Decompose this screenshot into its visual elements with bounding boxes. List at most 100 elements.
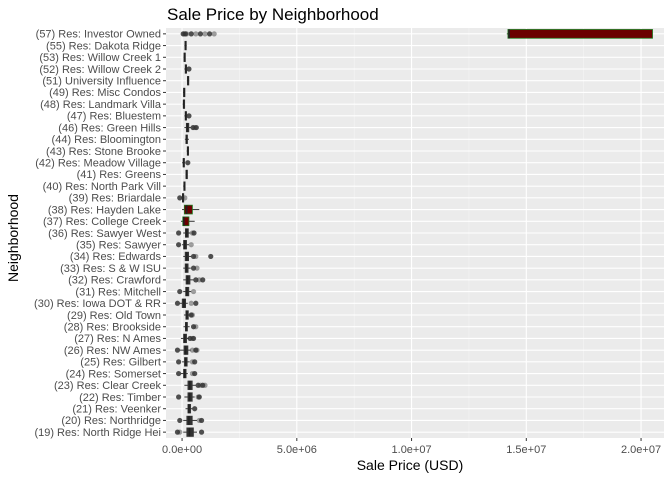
x-axis-title: Sale Price (USD): [357, 457, 464, 473]
box-outlier-point: [193, 300, 199, 306]
y-tick-label: (19) Res: North Ridge Hei: [34, 427, 161, 439]
box-outlier-point: [194, 265, 200, 271]
y-tick-label: (41) Res: Greens: [77, 169, 162, 181]
y-tick-label: (44) Res: Bloomington: [52, 134, 161, 146]
box-outlier-point: [190, 253, 197, 260]
box-outlier-point: [176, 230, 182, 236]
box-outlier-point: [189, 312, 195, 318]
y-tick-label: (40) Res: North Park Vill: [43, 181, 161, 193]
box-outlier-point: [182, 195, 188, 201]
y-tick-label: (51) University Influence: [42, 76, 161, 88]
box-outlier-point: [200, 382, 206, 388]
y-tick-label: (22) Res: Timber: [79, 392, 161, 404]
y-tick-label: (31) Res: Mitchell: [75, 286, 161, 298]
x-axis: 0.0e+00 5.0e+06 1.0e+07 1.5e+07 2.0e+07: [162, 438, 661, 456]
box-outlier-point: [174, 347, 181, 353]
y-tick-label: (34) Res: Edwards: [70, 251, 162, 263]
box-group: [185, 169, 188, 180]
box-outlier-point: [185, 160, 191, 166]
box-outlier-point: [207, 31, 213, 37]
x-tick-label: 2.0e+07: [621, 444, 661, 456]
box-outlier-point: [176, 242, 182, 248]
box-outlier-point: [191, 230, 197, 236]
boxplot-marks: [174, 29, 653, 437]
box-outlier-point: [193, 277, 199, 283]
box-group: [184, 380, 208, 390]
box-group: [174, 427, 205, 437]
box-outlier-point: [177, 417, 183, 424]
box-group: [177, 415, 205, 426]
box-group: [185, 404, 198, 414]
y-tick-label: (52) Res: Willow Creek 2: [39, 64, 161, 76]
box-group: [182, 204, 200, 215]
box-outlier-point: [188, 242, 194, 248]
box-group: [177, 286, 197, 297]
grid-lines: [166, 28, 664, 438]
box-outlier-point: [190, 265, 197, 271]
box-group: [183, 52, 186, 62]
box-group: [174, 345, 200, 355]
y-tick-label: (25) Res: Gilbert: [80, 357, 161, 369]
box-group: [186, 146, 189, 156]
box-group: [183, 322, 199, 332]
y-tick-label: (33) Res: S & W ISU: [60, 263, 161, 275]
box-outlier-point: [202, 382, 208, 388]
box-outlier-point: [197, 31, 204, 37]
box-outlier-point: [176, 359, 182, 365]
chart-title: Sale Price by Neighborhood: [167, 5, 379, 24]
y-tick-label: (49) Res: Misc Condos: [49, 87, 161, 99]
box-outlier-point: [188, 300, 194, 306]
y-tick-label: (35) Res: Sawyer: [76, 240, 161, 252]
box-group: [182, 158, 191, 168]
box-group: [177, 193, 188, 203]
y-tick-label: (36) Res: Sawyer West: [48, 228, 161, 240]
box-outlier-point: [194, 347, 200, 353]
box-group: [180, 216, 195, 227]
y-tick-label: (38) Res: Hayden Lake: [48, 204, 161, 216]
box-group: [176, 392, 202, 402]
box-outlier-point: [193, 347, 199, 353]
box-group: [184, 122, 199, 133]
y-tick-label: (21) Res: Veenker: [72, 404, 161, 416]
y-tick-label: (39) Res: Briardale: [69, 193, 161, 205]
box-group: [180, 29, 653, 39]
box-outlier-point: [182, 31, 189, 37]
y-tick-label: (29) Res: Old Town: [67, 310, 161, 322]
box-group: [176, 240, 194, 250]
box-outlier-point: [198, 417, 205, 424]
box-outlier-point: [188, 31, 194, 37]
box-iqr: [182, 216, 190, 227]
y-axis: (57) Res: Investor Owned(55) Res: Dakota…: [34, 29, 166, 439]
x-tick-label: 0.0e+00: [162, 444, 202, 456]
y-tick-label: (32) Res: Crawford: [68, 275, 161, 287]
box-outlier-point: [190, 288, 197, 295]
box-group: [174, 298, 199, 308]
box-outlier-point: [190, 335, 197, 342]
box-group: [183, 310, 195, 320]
box-group: [184, 111, 192, 121]
box-outlier-point: [200, 277, 206, 283]
box-outlier-point: [192, 406, 198, 412]
y-tick-label: (47) Res: Bluestem: [67, 111, 161, 123]
y-tick-label: (43) Res: Stone Brooke: [46, 146, 161, 158]
box-outlier-point: [177, 288, 183, 295]
box-outlier-point: [174, 429, 181, 435]
box-group: [184, 64, 192, 74]
y-tick-label: (27) Res: N Ames: [74, 333, 161, 345]
y-tick-label: (42) Res: Meadow Village: [35, 158, 161, 170]
y-tick-label: (55) Res: Dakota Ridge: [46, 40, 161, 52]
box-outlier-point: [186, 66, 192, 72]
box-group: [180, 333, 197, 344]
box-group: [176, 357, 198, 367]
box-outlier-point: [195, 382, 201, 388]
box-outlier-point: [177, 195, 183, 201]
box-group: [176, 228, 197, 238]
box-outlier-point: [190, 324, 197, 330]
box-group: [176, 368, 198, 379]
box-group: [183, 275, 206, 285]
box-group: [184, 134, 189, 144]
y-tick-label: (30) Res: Iowa DOT & RR: [34, 298, 161, 310]
y-tick-label: (57) Res: Investor Owned: [36, 29, 161, 41]
box-group: [184, 40, 187, 51]
